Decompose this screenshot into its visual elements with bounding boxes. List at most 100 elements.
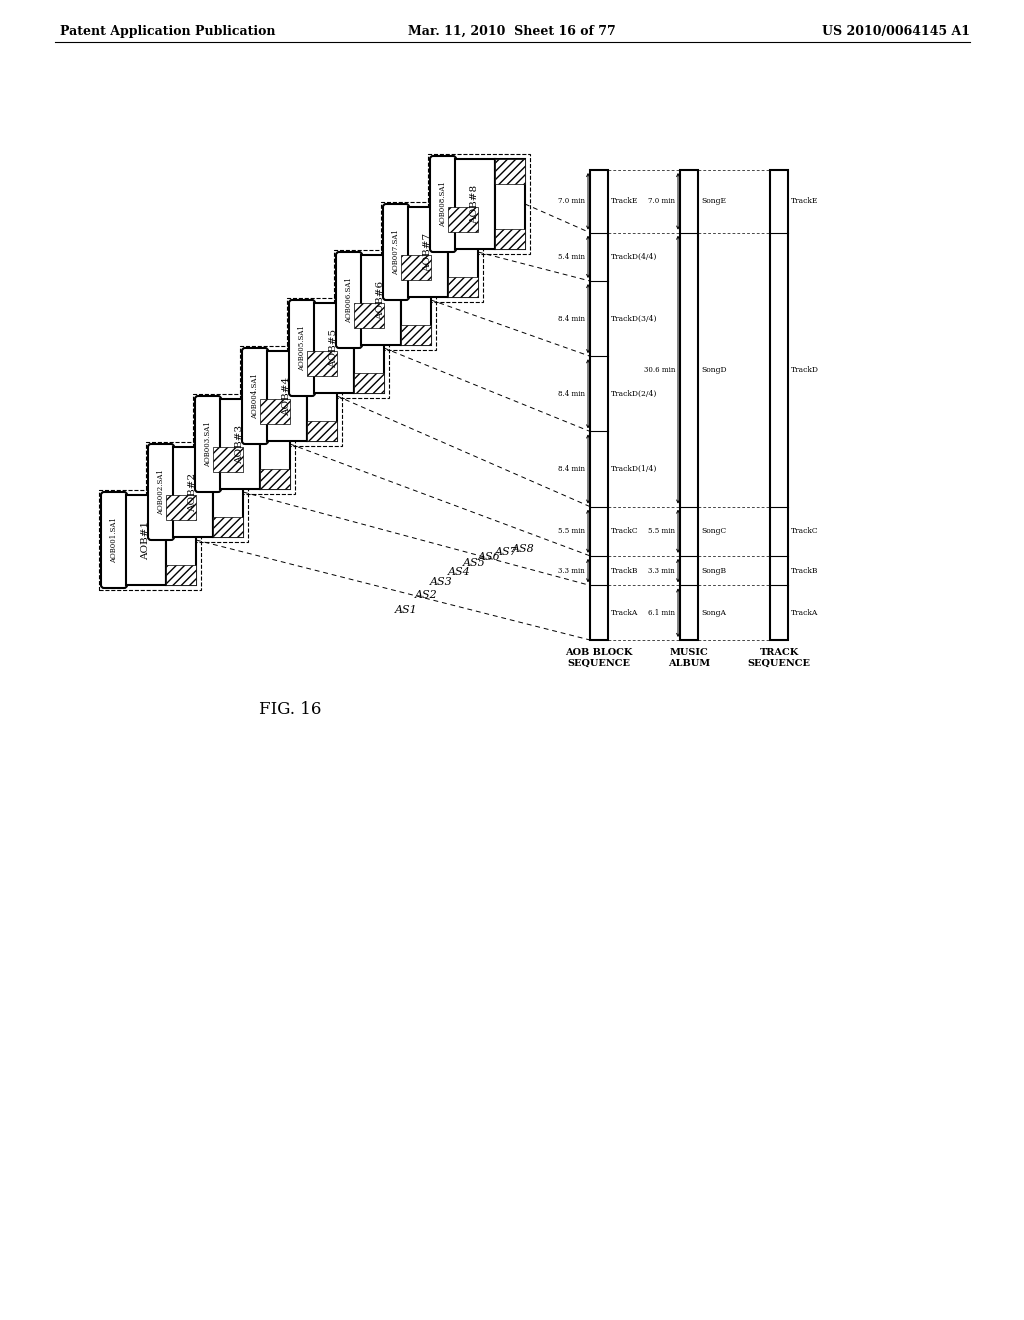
Text: SongE: SongE — [701, 197, 726, 206]
Bar — [428, 154, 530, 253]
Text: FIG. 16: FIG. 16 — [259, 701, 322, 718]
Text: SongC: SongC — [701, 527, 726, 535]
Text: AOB#5: AOB#5 — [330, 329, 339, 367]
Bar — [334, 249, 436, 350]
Text: US 2010/0064145 A1: US 2010/0064145 A1 — [822, 25, 970, 38]
Text: AOB005.SA1: AOB005.SA1 — [298, 325, 306, 371]
Bar — [260, 399, 290, 488]
Bar — [193, 393, 295, 494]
Text: TrackC: TrackC — [791, 527, 818, 535]
Text: 3.3 min: 3.3 min — [648, 566, 675, 574]
Text: SongD: SongD — [701, 366, 727, 374]
Bar — [307, 351, 337, 376]
Bar — [361, 255, 401, 345]
Text: AS7: AS7 — [495, 546, 518, 557]
FancyBboxPatch shape — [383, 205, 409, 300]
Bar — [401, 255, 431, 280]
Bar — [260, 399, 290, 424]
FancyBboxPatch shape — [430, 156, 456, 252]
FancyBboxPatch shape — [148, 444, 174, 540]
Bar — [240, 346, 342, 446]
Text: SongA: SongA — [701, 609, 726, 616]
Text: AOB004.SA1: AOB004.SA1 — [251, 374, 259, 418]
Bar — [267, 351, 307, 441]
Text: TrackD: TrackD — [791, 366, 819, 374]
Text: AOB BLOCK
SEQUENCE: AOB BLOCK SEQUENCE — [565, 648, 633, 668]
Text: SongB: SongB — [701, 566, 726, 574]
FancyBboxPatch shape — [336, 252, 362, 348]
Bar — [401, 255, 431, 345]
Bar — [220, 399, 260, 488]
Text: TrackD(3/4): TrackD(3/4) — [611, 314, 657, 322]
Text: AOB006.SA1: AOB006.SA1 — [345, 277, 353, 323]
Text: 30.6 min: 30.6 min — [644, 366, 675, 374]
Bar — [314, 304, 354, 393]
Text: AOB#3: AOB#3 — [236, 425, 245, 463]
Text: TrackC: TrackC — [611, 527, 639, 535]
Bar — [408, 207, 449, 297]
Bar — [166, 495, 196, 585]
Text: 7.0 min: 7.0 min — [648, 197, 675, 206]
Bar — [381, 202, 483, 302]
Text: TrackE: TrackE — [611, 197, 638, 206]
Text: AOB#1: AOB#1 — [141, 520, 151, 560]
Bar — [495, 158, 525, 185]
Bar — [213, 517, 243, 537]
Text: AOB001.SA1: AOB001.SA1 — [110, 517, 118, 562]
Text: AS6: AS6 — [478, 552, 501, 562]
Text: 7.0 min: 7.0 min — [558, 197, 585, 206]
Text: TrackD(1/4): TrackD(1/4) — [611, 465, 657, 473]
Text: TrackD(4/4): TrackD(4/4) — [611, 253, 657, 261]
Bar — [354, 374, 384, 393]
Bar — [449, 207, 478, 297]
Text: AOB#7: AOB#7 — [424, 232, 432, 272]
FancyBboxPatch shape — [101, 492, 127, 587]
Text: TRACK
SEQUENCE: TRACK SEQUENCE — [748, 648, 811, 668]
Bar — [354, 304, 384, 329]
Bar — [307, 421, 337, 441]
Text: 5.5 min: 5.5 min — [558, 527, 585, 535]
Bar — [287, 298, 389, 399]
Bar — [260, 469, 290, 488]
Bar — [449, 207, 478, 232]
Text: AS5: AS5 — [463, 558, 485, 568]
Text: Mar. 11, 2010  Sheet 16 of 77: Mar. 11, 2010 Sheet 16 of 77 — [409, 25, 615, 38]
Bar — [166, 495, 196, 520]
Bar — [99, 490, 201, 590]
Text: 8.4 min: 8.4 min — [558, 389, 585, 397]
Bar — [590, 170, 608, 640]
Text: 5.5 min: 5.5 min — [648, 527, 675, 535]
Text: AS8: AS8 — [512, 544, 535, 554]
Bar — [146, 442, 248, 543]
Bar — [213, 447, 243, 537]
Bar — [495, 158, 525, 249]
Text: TrackB: TrackB — [611, 566, 639, 574]
Text: AOB008.SA1: AOB008.SA1 — [439, 181, 447, 227]
Bar — [213, 447, 243, 473]
Text: AOB002.SA1: AOB002.SA1 — [157, 469, 165, 515]
Text: 5.4 min: 5.4 min — [558, 253, 585, 261]
Text: TrackE: TrackE — [791, 197, 818, 206]
Text: AOB#2: AOB#2 — [188, 473, 198, 512]
Bar — [166, 565, 196, 585]
Text: 8.4 min: 8.4 min — [558, 314, 585, 322]
Text: 3.3 min: 3.3 min — [558, 566, 585, 574]
Text: Patent Application Publication: Patent Application Publication — [60, 25, 275, 38]
Text: TrackA: TrackA — [611, 609, 638, 616]
FancyBboxPatch shape — [242, 348, 268, 444]
Text: 8.4 min: 8.4 min — [558, 465, 585, 473]
FancyBboxPatch shape — [289, 300, 315, 396]
Bar — [126, 495, 166, 585]
Text: TrackB: TrackB — [791, 566, 818, 574]
Text: AOB#4: AOB#4 — [283, 376, 292, 416]
Text: TrackA: TrackA — [791, 609, 818, 616]
Text: AOB#6: AOB#6 — [377, 280, 385, 319]
Text: MUSIC
ALBUM: MUSIC ALBUM — [668, 648, 710, 668]
Text: AOB#8: AOB#8 — [470, 185, 479, 223]
Bar — [401, 325, 431, 345]
Bar — [495, 230, 525, 249]
Text: TrackD(2/4): TrackD(2/4) — [611, 389, 657, 397]
FancyBboxPatch shape — [195, 396, 221, 492]
Text: AS4: AS4 — [449, 568, 471, 577]
Text: 6.1 min: 6.1 min — [648, 609, 675, 616]
